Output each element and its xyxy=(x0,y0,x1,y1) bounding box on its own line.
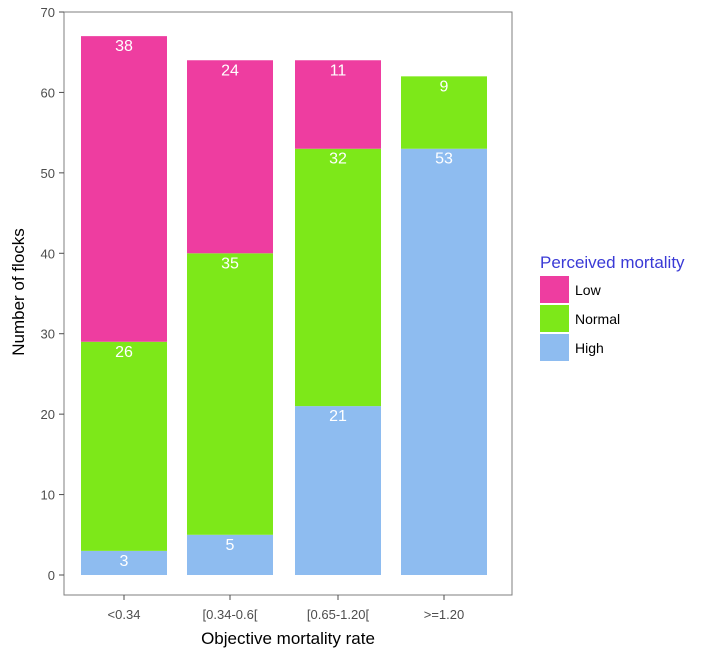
y-tick-label: 50 xyxy=(41,166,55,181)
legend-key-normal xyxy=(540,305,569,332)
y-tick-label: 0 xyxy=(48,568,55,583)
y-tick-label: 70 xyxy=(41,5,55,20)
y-tick-label: 60 xyxy=(41,85,55,100)
x-axis-title: Objective mortality rate xyxy=(201,629,375,648)
legend-label-high: High xyxy=(575,340,604,356)
legend-title: Perceived mortality xyxy=(540,253,685,272)
legend-key-low xyxy=(540,276,569,303)
legend: Perceived mortality Low Normal High xyxy=(540,253,685,361)
y-tick-label: 10 xyxy=(41,488,55,503)
value-label-normal-3: 32 xyxy=(329,151,347,168)
bar-high-2 xyxy=(187,534,273,575)
legend-label-low: Low xyxy=(575,282,602,298)
y-axis-title: Number of flocks xyxy=(9,228,28,356)
bar-high-4 xyxy=(401,148,487,575)
y-axis: 0 10 20 30 40 50 60 70 xyxy=(41,5,64,583)
value-label-normal-4: 9 xyxy=(440,78,449,95)
bar-normal-3 xyxy=(295,148,381,407)
value-label-high-4: 53 xyxy=(435,151,453,168)
value-label-normal-2: 35 xyxy=(221,255,239,272)
legend-label-normal: Normal xyxy=(575,311,620,327)
bar-low-2 xyxy=(187,60,273,254)
x-tick-label: <0.34 xyxy=(108,607,141,622)
value-label-high-3: 21 xyxy=(329,408,347,425)
x-tick-label: [0.65-1.20[ xyxy=(307,607,370,622)
value-label-normal-1: 26 xyxy=(115,344,133,361)
x-axis: <0.34 [0.34-0.6[ [0.65-1.20[ >=1.20 xyxy=(108,595,465,622)
segment-labels-layer: 3 26 38 5 35 24 21 32 11 53 9 xyxy=(115,38,453,570)
bar-low-3 xyxy=(295,60,381,149)
value-label-high-2: 5 xyxy=(226,537,235,554)
bar-high-1 xyxy=(81,550,167,575)
x-tick-label: >=1.20 xyxy=(424,607,465,622)
bar-high-3 xyxy=(295,406,381,575)
value-label-low-3: 11 xyxy=(330,62,347,79)
value-label-low-1: 38 xyxy=(115,38,133,55)
x-tick-label: [0.34-0.6[ xyxy=(203,607,258,622)
y-tick-label: 40 xyxy=(41,246,55,261)
value-label-low-2: 24 xyxy=(221,62,239,79)
bar-low-1 xyxy=(81,36,167,342)
y-tick-label: 30 xyxy=(41,327,55,342)
bar-normal-4 xyxy=(401,76,487,149)
bar-normal-1 xyxy=(81,341,167,551)
legend-key-high xyxy=(540,334,569,361)
y-tick-label: 20 xyxy=(41,407,55,422)
bars-layer xyxy=(81,36,487,575)
value-label-high-1: 3 xyxy=(120,553,129,570)
bar-normal-2 xyxy=(187,253,273,535)
